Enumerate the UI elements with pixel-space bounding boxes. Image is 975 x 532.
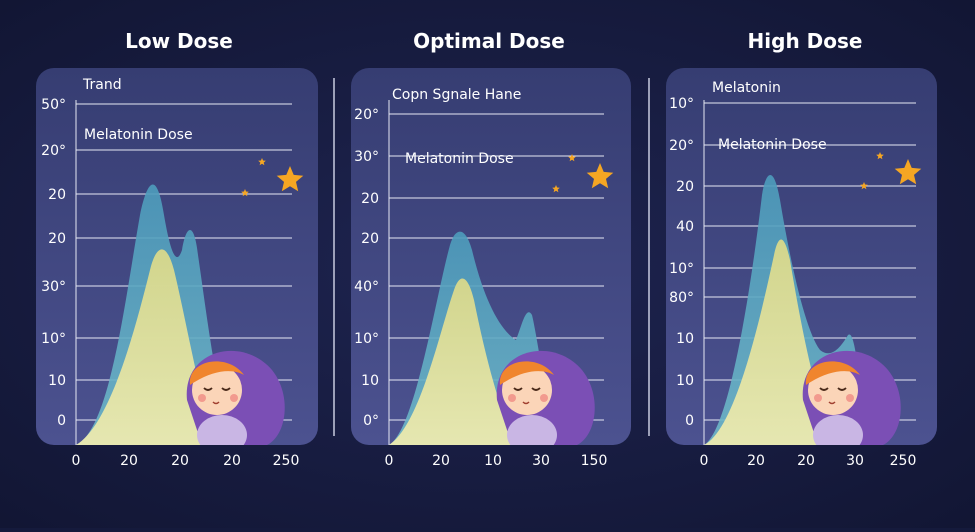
panel-content xyxy=(388,100,614,445)
panel-label: Trand xyxy=(82,77,122,93)
hair xyxy=(189,361,244,385)
y-tick-label: 20 xyxy=(676,179,694,195)
x-tick-label: 150 xyxy=(581,453,608,469)
y-tick-label: 0 xyxy=(57,413,66,429)
mouth xyxy=(828,401,836,405)
cheek xyxy=(508,394,516,402)
y-tick-label: 10 xyxy=(48,373,66,389)
panel-content xyxy=(703,100,922,445)
x-tick-label: 20 xyxy=(747,453,765,469)
y-tick-label: 30° xyxy=(354,149,379,165)
panel-title: Low Dose xyxy=(125,29,233,53)
y-tick-label: 20° xyxy=(41,143,66,159)
panel-label: Melatonin Dose xyxy=(718,137,827,153)
panel-label: Melatonin Dose xyxy=(84,127,193,143)
y-tick-label: 20 xyxy=(48,231,66,247)
x-tick-label: 20 xyxy=(223,453,241,469)
y-tick-label: 40° xyxy=(354,279,379,295)
panel-title: Optimal Dose xyxy=(413,29,565,53)
y-tick-label: 0 xyxy=(685,413,694,429)
face xyxy=(808,365,858,415)
panel-bg xyxy=(351,68,631,445)
eye xyxy=(837,387,847,391)
cheek xyxy=(540,394,548,402)
star xyxy=(860,182,868,190)
eye xyxy=(819,387,829,391)
star xyxy=(876,152,884,160)
y-tick-label: 10 xyxy=(676,331,694,347)
character xyxy=(802,350,901,445)
y-tick-label: 80° xyxy=(669,290,694,306)
cheek xyxy=(230,394,238,402)
x-tick-label: 0 xyxy=(385,453,394,469)
x-tick-label: 20 xyxy=(171,453,189,469)
mouth xyxy=(522,401,530,405)
eye xyxy=(513,387,523,391)
mouth xyxy=(212,401,220,405)
x-tick-label: 20 xyxy=(797,453,815,469)
face xyxy=(192,365,242,415)
cheek xyxy=(198,394,206,402)
character xyxy=(186,350,285,445)
eye xyxy=(531,387,541,391)
panel: Optimal Dose Copn Sgnale Hane Melatonin Do… xyxy=(351,29,631,469)
y-tick-label: 10° xyxy=(669,261,694,277)
y-tick-label: 10° xyxy=(41,331,66,347)
y-tick-label: 20° xyxy=(669,138,694,154)
y-tick-label: 20 xyxy=(361,231,379,247)
panel-bg xyxy=(666,68,937,445)
hair xyxy=(499,361,554,385)
y-tick-label: 10° xyxy=(354,331,379,347)
y-tick-label: 20° xyxy=(354,107,379,123)
y-tick-label: 0° xyxy=(363,413,379,429)
character xyxy=(496,350,595,445)
hair xyxy=(805,361,860,385)
panel: Low Dose Trand Melatonin Dose 50° 20° 20 20 30°… xyxy=(36,29,318,469)
y-tick-label: 10 xyxy=(361,373,379,389)
y-tick-label: 30° xyxy=(41,279,66,295)
body xyxy=(507,415,557,445)
y-tick-label: 20 xyxy=(48,187,66,203)
y-tick-label: 50° xyxy=(41,97,66,113)
moon-star xyxy=(586,163,614,189)
x-tick-label: 30 xyxy=(532,453,550,469)
x-tick-label: 250 xyxy=(890,453,917,469)
panel-title: High Dose xyxy=(748,29,863,53)
y-tick-label: 40 xyxy=(676,219,694,235)
y-tick-label: 20 xyxy=(361,191,379,207)
x-tick-label: 20 xyxy=(120,453,138,469)
x-tick-label: 10 xyxy=(484,453,502,469)
moon-star xyxy=(894,159,922,185)
star xyxy=(241,189,249,197)
y-tick-label: 10 xyxy=(676,373,694,389)
panel: High Dose Melatonin Melatonin Dose 10° 20° 20… xyxy=(666,29,937,469)
x-tick-label: 30 xyxy=(846,453,864,469)
moon-star xyxy=(276,166,304,192)
face xyxy=(502,365,552,415)
curve-low xyxy=(76,249,215,445)
eye xyxy=(221,387,231,391)
panel-bg xyxy=(36,68,318,445)
panel-label: Copn Sgnale Hane xyxy=(392,87,521,103)
x-tick-label: 0 xyxy=(72,453,81,469)
curve-low xyxy=(389,278,515,445)
x-tick-label: 20 xyxy=(432,453,450,469)
x-tick-label: 250 xyxy=(273,453,300,469)
panel-content xyxy=(75,100,304,445)
cheek xyxy=(846,394,854,402)
cheek xyxy=(814,394,822,402)
curve-low xyxy=(704,239,835,445)
star xyxy=(568,154,576,162)
x-tick-label: 0 xyxy=(700,453,709,469)
star xyxy=(258,158,266,166)
panel-label: Melatonin Dose xyxy=(405,151,514,167)
y-tick-label: 10° xyxy=(669,96,694,112)
panel-label: Melatonin xyxy=(712,80,781,96)
body xyxy=(813,415,863,445)
body xyxy=(197,415,247,445)
star xyxy=(552,185,560,193)
eye xyxy=(203,387,213,391)
